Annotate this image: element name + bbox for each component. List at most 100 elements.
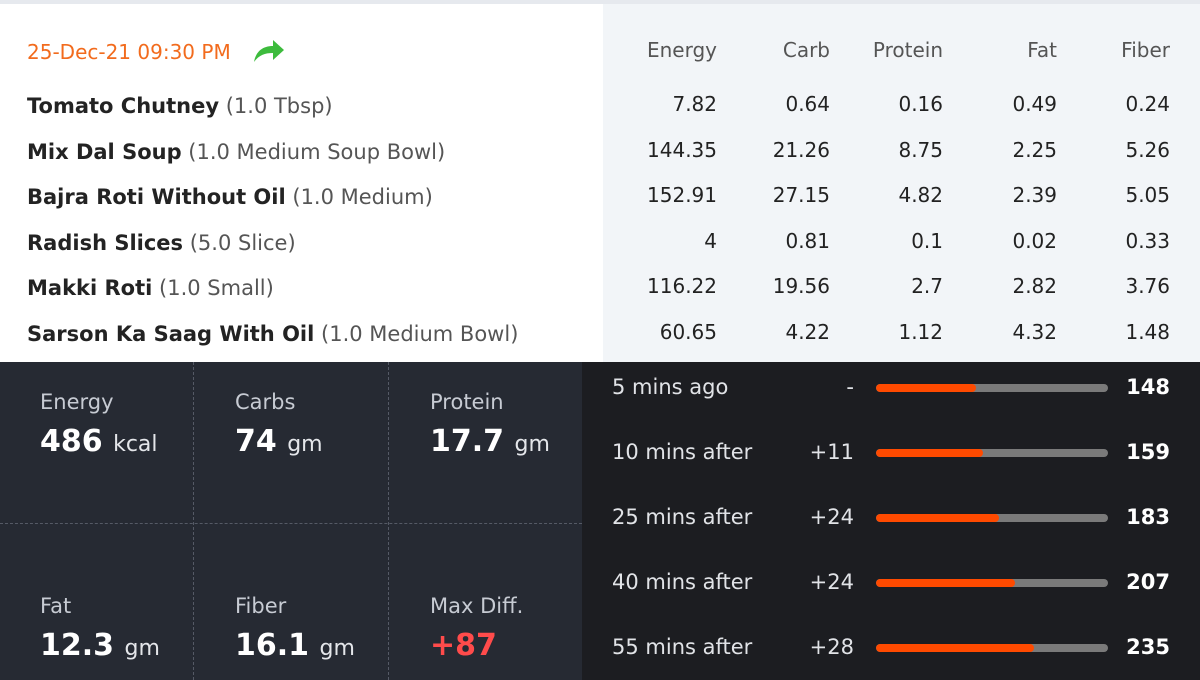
summary-energy-value: 486 kcal	[40, 424, 158, 459]
carb-value: 4.22	[785, 320, 830, 344]
summary-maxdiff-value: +87	[430, 628, 497, 663]
protein-value: 8.75	[898, 138, 943, 162]
energy-value: 60.65	[659, 320, 717, 344]
energy-value: 7.82	[672, 92, 717, 116]
food-name: Radish Slices	[27, 231, 184, 255]
fat-value: 2.82	[1012, 274, 1057, 298]
fat-value: 4.32	[1012, 320, 1057, 344]
glucose-delta: +11	[809, 440, 854, 464]
food-name: Mix Dal Soup	[27, 140, 182, 164]
protein-value: 0.1	[911, 229, 943, 253]
food-item: Tomato Chutney (1.0 Tbsp)	[27, 94, 333, 118]
glucose-delta: +28	[809, 635, 854, 659]
top-divider	[0, 0, 1200, 4]
nutrient-table	[603, 4, 1200, 362]
column-header-fiber: Fiber	[1121, 38, 1170, 62]
fat-value: 0.49	[1012, 92, 1057, 116]
glucose-time-label: 25 mins after	[612, 505, 753, 529]
protein-value: 4.82	[898, 183, 943, 207]
energy-value: 144.35	[647, 138, 717, 162]
food-quantity: (1.0 Medium Bowl)	[321, 322, 519, 346]
glucose-bar-fill	[876, 579, 1016, 587]
divider	[388, 362, 389, 680]
glucose-bar	[876, 384, 1108, 392]
column-header-fat: Fat	[1027, 38, 1057, 62]
glucose-delta: +24	[809, 570, 854, 594]
glucose-value: 207	[1126, 570, 1170, 594]
fiber-value: 1.48	[1125, 320, 1170, 344]
summary-fiber-label: Fiber	[235, 594, 287, 618]
summary-maxdiff-label: Max Diff.	[430, 594, 524, 618]
glucose-bar	[876, 514, 1108, 522]
glucose-delta: -	[846, 375, 854, 399]
glucose-bar	[876, 449, 1108, 457]
food-item: Bajra Roti Without Oil (1.0 Medium)	[27, 185, 433, 209]
food-name: Bajra Roti Without Oil	[27, 185, 286, 209]
fiber-value: 3.76	[1125, 274, 1170, 298]
food-item: Radish Slices (5.0 Slice)	[27, 231, 296, 255]
fiber-value: 0.33	[1125, 229, 1170, 253]
summary-energy-label: Energy	[40, 390, 114, 414]
protein-value: 2.7	[911, 274, 943, 298]
food-quantity: (1.0 Medium Soup Bowl)	[188, 140, 446, 164]
glucose-bar-fill	[876, 449, 983, 457]
glucose-bar	[876, 579, 1108, 587]
column-header-protein: Protein	[872, 38, 943, 62]
glucose-time-label: 5 mins ago	[612, 375, 729, 399]
glucose-value: 183	[1126, 505, 1170, 529]
fiber-value: 5.05	[1125, 183, 1170, 207]
meal-panel: 25-Dec-21 09:30 PM Tomato Chutney (1.0 T…	[0, 0, 1200, 362]
divider	[193, 362, 194, 680]
glucose-time-label: 55 mins after	[612, 635, 753, 659]
glucose-value: 159	[1126, 440, 1170, 464]
food-quantity: (1.0 Tbsp)	[225, 94, 333, 118]
food-list-panel: 25-Dec-21 09:30 PM Tomato Chutney (1.0 T…	[0, 4, 603, 362]
carb-value: 0.64	[785, 92, 830, 116]
carb-value: 27.15	[772, 183, 830, 207]
summary-protein-value: 17.7 gm	[430, 424, 550, 459]
glucose-bar-fill	[876, 644, 1034, 652]
summary-fat-label: Fat	[40, 594, 72, 618]
stats-panel: Energy 486 kcal Carbs 74 gm Protein 17.7…	[0, 362, 1200, 680]
food-item: Makki Roti (1.0 Small)	[27, 276, 274, 300]
glucose-value: 235	[1126, 635, 1170, 659]
glucose-bar	[876, 644, 1108, 652]
summary-carbs-value: 74 gm	[235, 424, 323, 459]
carb-value: 0.81	[785, 229, 830, 253]
summary-protein-label: Protein	[430, 390, 504, 414]
nutrition-summary: Energy 486 kcal Carbs 74 gm Protein 17.7…	[0, 362, 582, 680]
energy-value: 116.22	[647, 274, 717, 298]
food-name: Makki Roti	[27, 276, 153, 300]
protein-value: 0.16	[898, 92, 943, 116]
fat-value: 0.02	[1012, 229, 1057, 253]
glucose-time-label: 10 mins after	[612, 440, 753, 464]
fiber-value: 5.26	[1125, 138, 1170, 162]
column-header-energy: Energy	[646, 38, 717, 62]
fat-value: 2.25	[1012, 138, 1057, 162]
column-header-carb: Carb	[782, 38, 830, 62]
food-quantity: (5.0 Slice)	[189, 231, 296, 255]
divider	[0, 523, 582, 524]
glucose-value: 148	[1126, 375, 1170, 399]
food-quantity: (1.0 Small)	[159, 276, 274, 300]
fat-value: 2.39	[1012, 183, 1057, 207]
glucose-time-label: 40 mins after	[612, 570, 753, 594]
food-item: Sarson Ka Saag With Oil (1.0 Medium Bowl…	[27, 322, 518, 346]
share-arrow-icon[interactable]	[252, 38, 286, 64]
summary-fiber-value: 16.1 gm	[235, 628, 355, 663]
carb-value: 21.26	[772, 138, 830, 162]
carb-value: 19.56	[772, 274, 830, 298]
protein-value: 1.12	[898, 320, 943, 344]
food-name: Tomato Chutney	[27, 94, 220, 118]
food-quantity: (1.0 Medium)	[292, 185, 433, 209]
summary-carbs-label: Carbs	[235, 390, 296, 414]
glucose-delta: +24	[809, 505, 854, 529]
food-item: Mix Dal Soup (1.0 Medium Soup Bowl)	[27, 140, 445, 164]
glucose-bar-fill	[876, 514, 999, 522]
glucose-bar-fill	[876, 384, 976, 392]
summary-fat-value: 12.3 gm	[40, 628, 160, 663]
fiber-value: 0.24	[1125, 92, 1170, 116]
meal-datetime: 25-Dec-21 09:30 PM	[27, 40, 231, 64]
food-name: Sarson Ka Saag With Oil	[27, 322, 315, 346]
energy-value: 4	[704, 229, 717, 253]
